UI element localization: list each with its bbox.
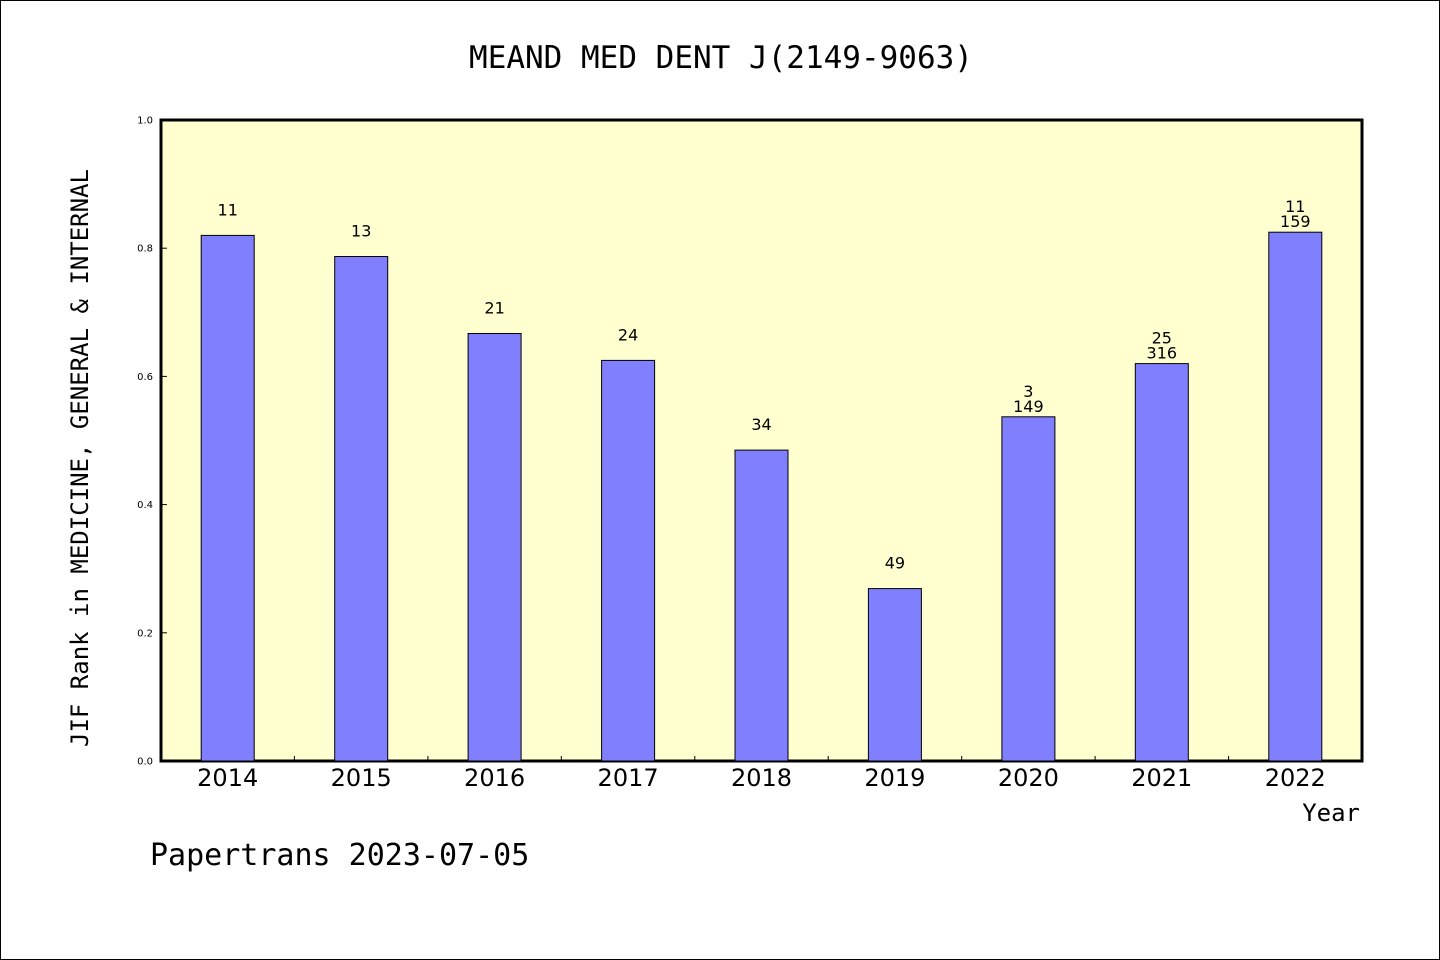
bar-label: 13 xyxy=(351,222,371,241)
y-axis-label: JIF Rank in MEDICINE, GENERAL & INTERNAL xyxy=(66,169,94,747)
x-tick-label: 2020 xyxy=(998,764,1059,792)
bar-label-bottom: 149 xyxy=(1013,397,1044,416)
bar-2015 xyxy=(334,256,389,762)
y-tick-label: 0.0 xyxy=(137,757,153,768)
x-tick-label: 2017 xyxy=(598,764,659,792)
chart-title: MEAND MED DENT J(2149-9063) xyxy=(469,40,973,76)
bar-label-bottom: 316 xyxy=(1147,344,1178,363)
bar-2021 xyxy=(1134,363,1189,762)
bar-2014 xyxy=(200,234,255,762)
x-tick-label: 2015 xyxy=(331,764,392,792)
bar-label-top: 3 xyxy=(1023,382,1033,401)
bar-2016 xyxy=(467,333,522,762)
bar-2018 xyxy=(734,449,789,762)
y-tick-label: 1.0 xyxy=(137,116,153,127)
x-tick-label: 2018 xyxy=(731,764,792,792)
x-tick-label: 2019 xyxy=(864,764,925,792)
y-tick-label: 0.6 xyxy=(137,372,153,383)
bar-label-top: 25 xyxy=(1152,329,1172,348)
bar-label-bottom: 159 xyxy=(1280,212,1311,231)
bar-label: 24 xyxy=(618,325,638,344)
bar-2019 xyxy=(867,588,922,762)
x-tick-label: 2016 xyxy=(464,764,525,792)
ticks-layer: 2014 2015 2016 2017 2018 2019 2020 2021 2022 0.0 0… xyxy=(137,116,1326,793)
x-tick-label: 2022 xyxy=(1265,764,1326,792)
bar-2017 xyxy=(601,359,656,762)
x-tick-label: 2021 xyxy=(1131,764,1192,792)
y-tick-label: 0.2 xyxy=(137,628,153,639)
footer-credit: Papertrans 2023-07-05 xyxy=(150,838,529,873)
bar-label: 34 xyxy=(751,415,771,434)
y-tick-label: 0.8 xyxy=(137,244,153,255)
bar-label-top: 11 xyxy=(1285,197,1305,216)
bar-2022 xyxy=(1268,231,1323,762)
bar-2020 xyxy=(1001,416,1056,762)
bar-label: 21 xyxy=(484,299,504,318)
y-tick-label: 0.4 xyxy=(137,500,153,511)
bar-label: 49 xyxy=(885,554,905,573)
bar-label: 11 xyxy=(218,200,238,219)
x-axis-label: Year xyxy=(1302,799,1360,827)
x-tick-label: 2014 xyxy=(197,764,258,792)
